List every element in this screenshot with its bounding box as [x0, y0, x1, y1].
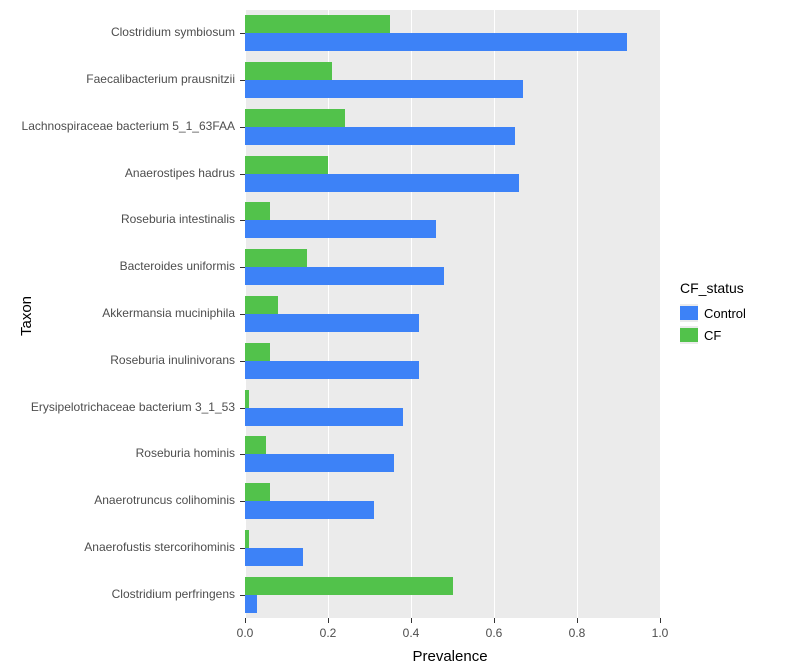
bar-cf — [245, 202, 270, 220]
bar-cf — [245, 109, 345, 127]
bar-cf — [245, 436, 266, 454]
y-tick-label: Erysipelotrichaceae bacterium 3_1_53 — [31, 400, 235, 414]
x-tick — [577, 618, 578, 623]
bar-cf — [245, 530, 249, 548]
y-tick-label: Faecalibacterium prausnitzii — [86, 72, 235, 86]
legend-item: Control — [680, 302, 746, 324]
bar-cf — [245, 296, 278, 314]
y-tick-label: Anaerotruncus colihominis — [94, 493, 235, 507]
bar-control — [245, 548, 303, 566]
y-tick-label: Clostridium symbiosum — [111, 25, 235, 39]
bar-control — [245, 454, 394, 472]
y-tick-label: Anaerostipes hadrus — [125, 166, 235, 180]
legend-key — [680, 304, 698, 322]
x-tick — [245, 618, 246, 623]
legend-item: CF — [680, 324, 746, 346]
bar-cf — [245, 249, 307, 267]
y-tick-label: Roseburia hominis — [136, 446, 235, 460]
bar-control — [245, 174, 519, 192]
bar-cf — [245, 62, 332, 80]
bar-cf — [245, 156, 328, 174]
y-tick-label: Roseburia intestinalis — [121, 212, 235, 226]
gridline-v — [494, 10, 495, 618]
legend-title: CF_status — [680, 280, 746, 296]
gridline-v — [660, 10, 661, 618]
bar-cf — [245, 483, 270, 501]
bar-cf — [245, 390, 249, 408]
bar-control — [245, 595, 257, 613]
y-tick-label: Akkermansia muciniphila — [102, 306, 235, 320]
legend-label: Control — [704, 306, 746, 321]
y-tick-label: Anaerofustis stercorihominis — [84, 540, 235, 554]
bar-control — [245, 80, 523, 98]
gridline-v — [577, 10, 578, 618]
legend-key — [680, 326, 698, 344]
y-tick-label: Clostridium perfringens — [112, 587, 235, 601]
y-axis-title: Taxon — [18, 296, 35, 336]
x-tick-label: 1.0 — [652, 626, 669, 640]
x-axis-title: Prevalence — [413, 648, 488, 665]
y-tick-label: Roseburia inulinivorans — [110, 353, 235, 367]
x-tick — [660, 618, 661, 623]
bar-control — [245, 361, 419, 379]
bar-control — [245, 314, 419, 332]
prevalence-chart: Taxon Prevalence CF_status Control CF 0.0… — [0, 0, 800, 668]
x-tick-label: 0.8 — [569, 626, 586, 640]
y-tick-label: Lachnospiraceae bacterium 5_1_63FAA — [22, 119, 235, 133]
x-tick-label: 0.4 — [403, 626, 420, 640]
bar-cf — [245, 343, 270, 361]
x-tick-label: 0.2 — [320, 626, 337, 640]
bar-control — [245, 33, 627, 51]
x-tick — [494, 618, 495, 623]
x-tick — [328, 618, 329, 623]
bar-control — [245, 267, 444, 285]
legend: CF_status Control CF — [680, 280, 746, 346]
bar-cf — [245, 15, 390, 33]
x-tick — [411, 618, 412, 623]
bar-control — [245, 501, 374, 519]
bar-control — [245, 408, 403, 426]
y-tick-label: Bacteroides uniformis — [120, 259, 235, 273]
legend-label: CF — [704, 328, 721, 343]
bar-control — [245, 127, 515, 145]
x-tick-label: 0.6 — [486, 626, 503, 640]
bar-control — [245, 220, 436, 238]
x-tick-label: 0.0 — [237, 626, 254, 640]
bar-cf — [245, 577, 453, 595]
